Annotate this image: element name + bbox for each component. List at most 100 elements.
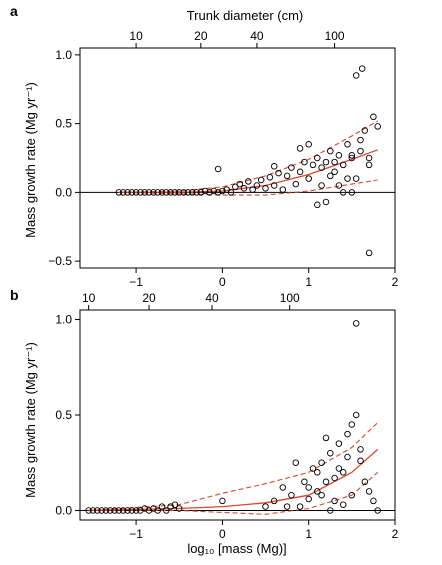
x-tick-label: 1 (305, 275, 312, 289)
data-point (262, 503, 269, 510)
data-point (210, 187, 218, 195)
top-tick-label: 100 (325, 29, 345, 43)
x-tick-label: 0 (219, 527, 226, 541)
data-point (352, 72, 360, 79)
data-point (219, 497, 226, 505)
data-point (279, 484, 287, 491)
panel-a-plot-frame (79, 47, 396, 269)
data-point (348, 189, 356, 196)
top-tick-label: 40 (205, 291, 219, 305)
x-tick-label: 0 (219, 275, 226, 289)
data-point (365, 488, 373, 495)
x-tick-label: 2 (392, 527, 399, 541)
panel-b-x-ticks: −1 0 1 2 (129, 520, 399, 541)
y-tick-label: −0.5 (48, 254, 72, 268)
data-point (292, 459, 300, 466)
data-point (344, 430, 351, 438)
data-point (331, 158, 338, 166)
data-point (163, 507, 170, 514)
data-point (163, 189, 170, 196)
fit-lower-line (118, 179, 378, 196)
x-tick-label: 1 (305, 527, 312, 541)
data-point (266, 174, 274, 181)
data-point (370, 113, 377, 121)
data-point (288, 164, 295, 171)
data-point (137, 189, 144, 196)
panel-a-x-ticks: −1 0 1 2 (129, 268, 399, 289)
data-point (197, 189, 205, 196)
data-point (370, 497, 377, 505)
data-point (305, 495, 312, 503)
data-point (150, 189, 157, 196)
data-point (124, 507, 131, 514)
data-point (301, 478, 308, 486)
panel-a-y-ticks: −0.5 0.0 0.5 1.0 (48, 48, 80, 268)
data-point (236, 180, 243, 188)
data-point (348, 154, 356, 162)
data-point (327, 449, 334, 457)
data-point (361, 127, 369, 134)
top-tick-label: 10 (82, 291, 96, 305)
panel-a-y-axis-label: Mass growth rate (Mg yr⁻¹) (23, 82, 38, 238)
data-point (175, 505, 183, 512)
data-point (119, 189, 127, 196)
panel-b-top-ticks: 10 20 40 100 (82, 291, 300, 310)
top-tick-label: 10 (129, 29, 143, 43)
data-point (245, 178, 252, 185)
data-point (262, 185, 269, 192)
data-point (128, 189, 136, 196)
data-point (132, 507, 140, 514)
data-point (249, 186, 256, 193)
data-point (141, 189, 148, 196)
panel-b-x-axis-label: log₁₀ [mass (Mg)] (187, 541, 286, 556)
data-point (270, 182, 278, 189)
data-point (288, 491, 295, 499)
data-point (339, 501, 347, 508)
data-point (145, 189, 153, 196)
data-point (322, 198, 330, 206)
fit-lower-line (88, 471, 379, 515)
data-point (348, 491, 356, 499)
top-tick-label: 20 (194, 29, 208, 43)
data-point (98, 507, 105, 514)
data-point (318, 182, 325, 189)
data-point (335, 440, 343, 447)
data-point (201, 187, 209, 195)
data-point (335, 182, 343, 189)
panel-b-letter: b (10, 287, 19, 303)
data-point (309, 465, 317, 472)
data-point (352, 411, 360, 419)
data-point (227, 189, 235, 196)
data-point (327, 147, 334, 155)
data-point (158, 189, 166, 196)
fit-mid-line (88, 448, 379, 512)
data-point (158, 503, 166, 510)
panel-a-top-ticks: 10 20 40 100 (129, 29, 345, 48)
x-tick-label: −1 (129, 527, 143, 541)
data-point (305, 484, 312, 491)
data-point (314, 469, 321, 476)
panel-a-letter: a (10, 3, 18, 19)
data-point (357, 457, 364, 465)
data-point (344, 453, 351, 461)
data-point (253, 182, 261, 189)
data-point (206, 189, 213, 196)
data-point (132, 189, 140, 196)
data-point (175, 189, 183, 196)
data-point (167, 189, 174, 196)
data-point (348, 421, 356, 428)
data-point (85, 507, 92, 514)
data-point (331, 497, 338, 505)
data-point (309, 161, 317, 169)
data-point (111, 507, 118, 514)
y-tick-label: 0.0 (55, 185, 72, 199)
panel-b: b Mass growth rate (Mg yr⁻¹) log₁₀ [mass… (10, 287, 399, 556)
panel-a: a Trunk diameter (cm) Mass growth rate (… (10, 3, 399, 289)
data-point (283, 503, 291, 510)
data-point (327, 507, 334, 514)
panel-b-y-axis-label: Mass growth rate (Mg yr⁻¹) (23, 342, 38, 498)
x-tick-label: −1 (129, 275, 143, 289)
panel-a-top-axis-label: Trunk diameter (cm) (187, 8, 304, 23)
data-point (214, 165, 222, 173)
